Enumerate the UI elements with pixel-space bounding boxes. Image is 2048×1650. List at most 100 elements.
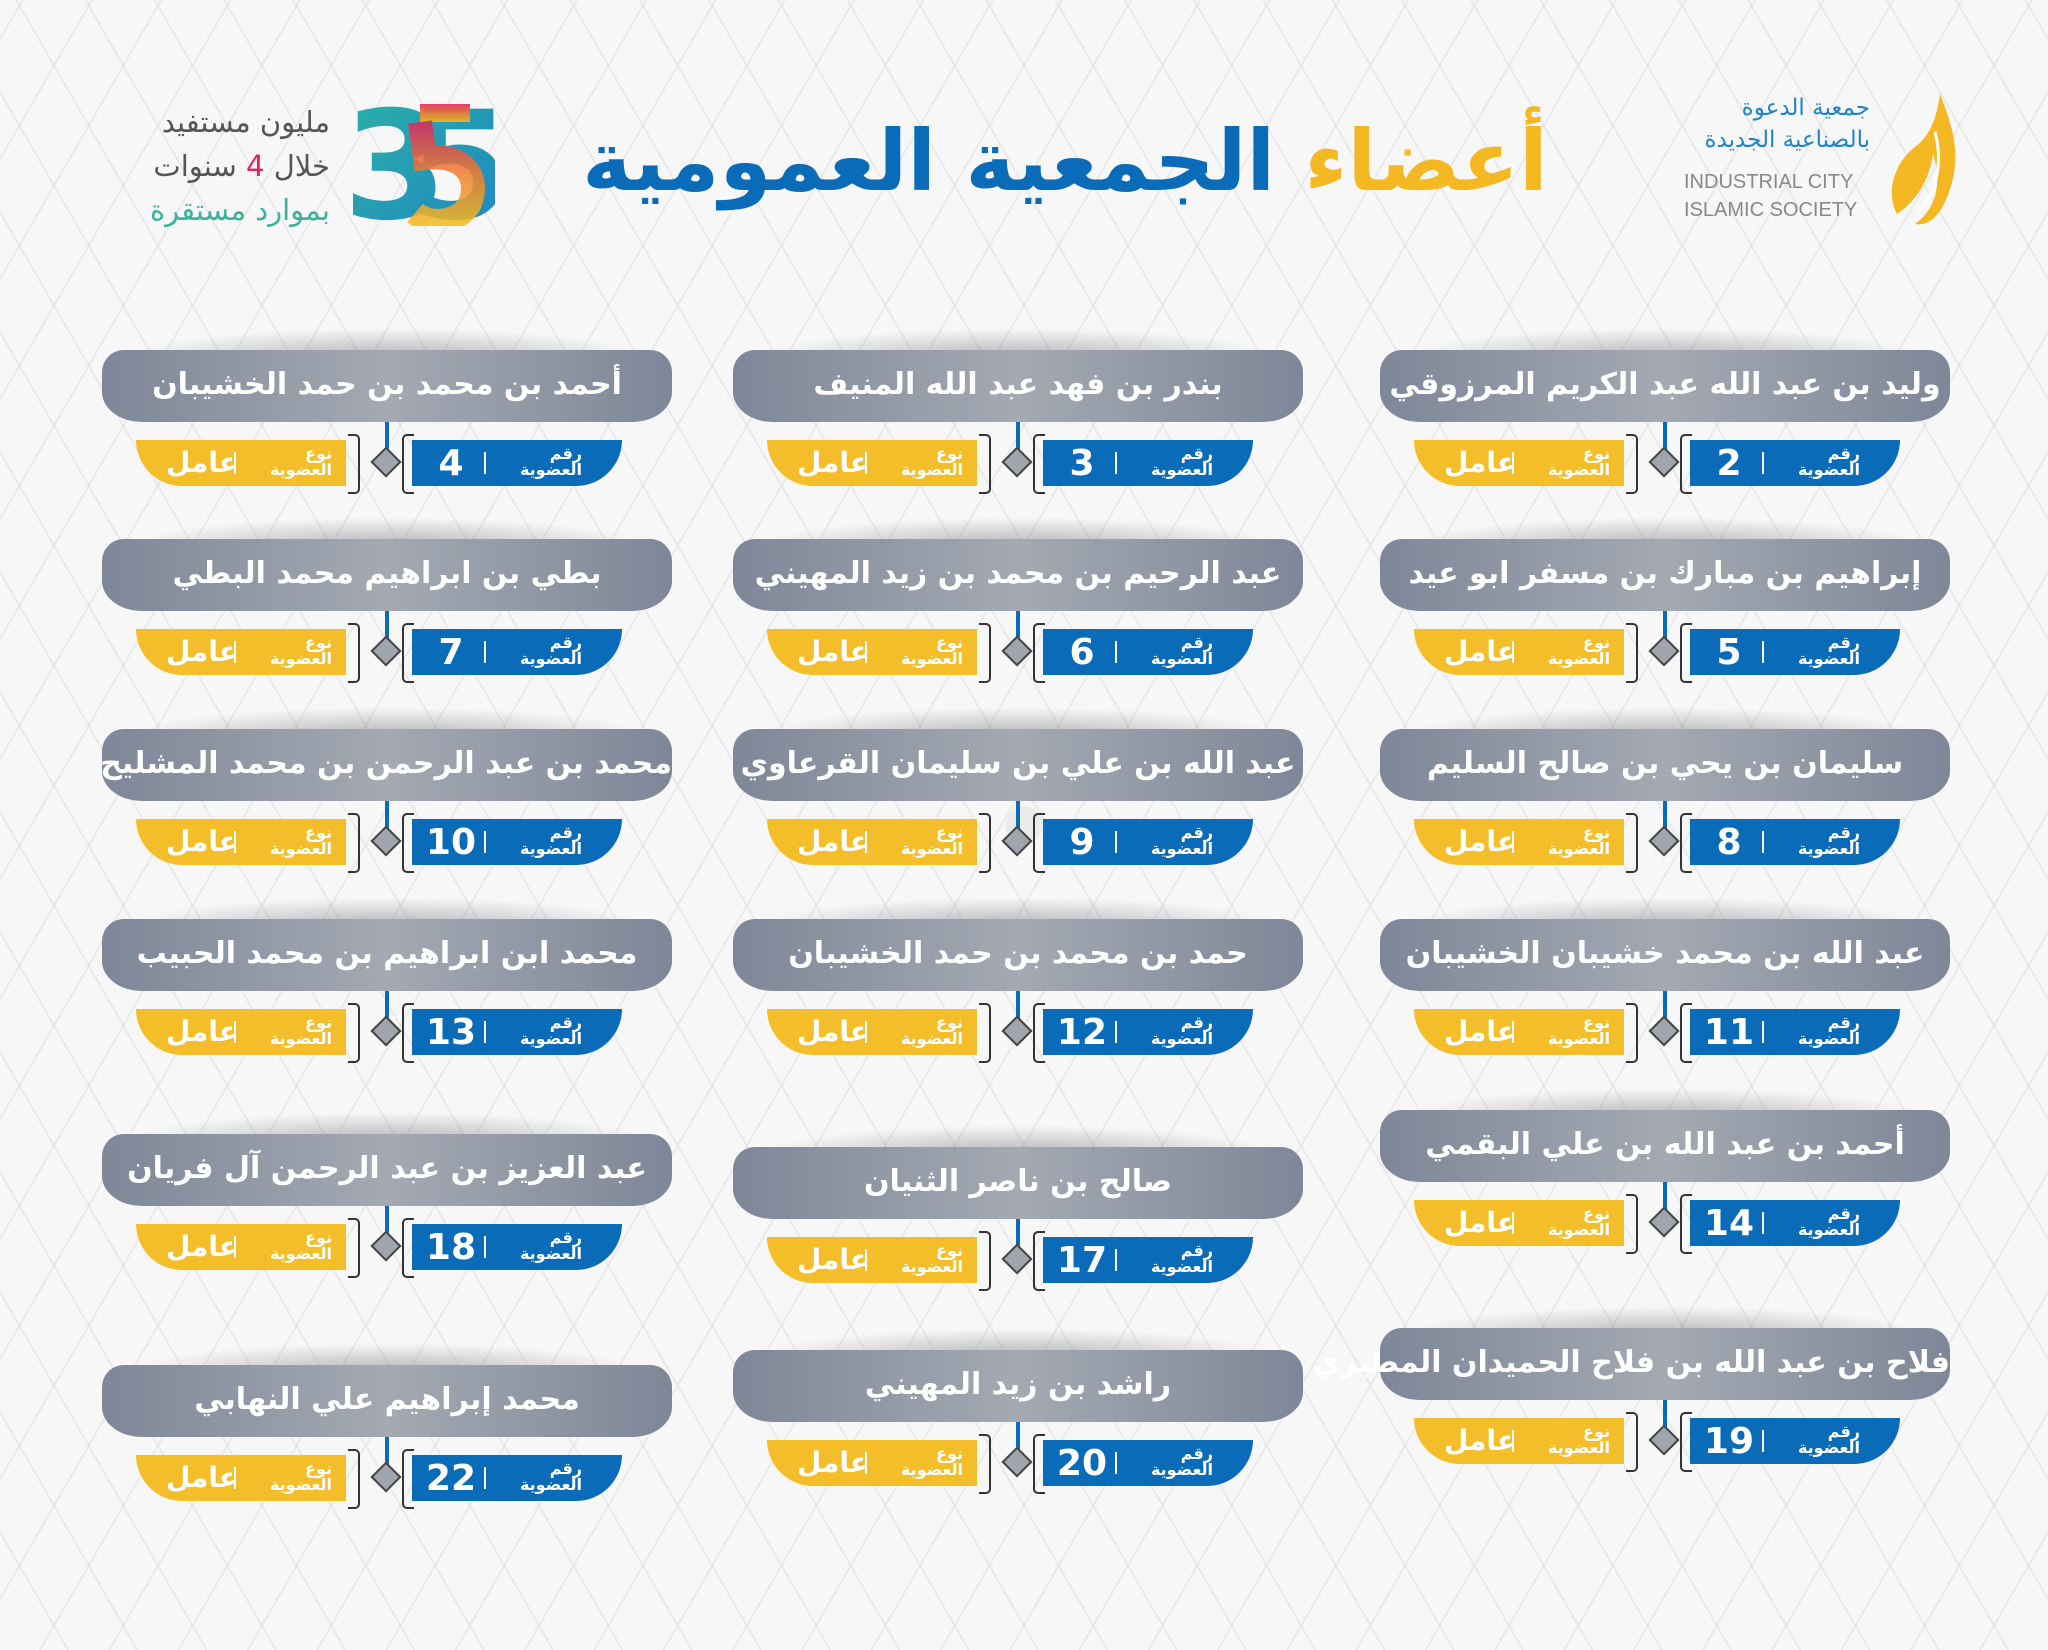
- member-name: عبد العزيز بن عبد الرحمن آل فريان: [102, 1134, 672, 1206]
- membership-type-label: نوع العضوية: [901, 1243, 963, 1275]
- membership-number-label: رقم العضوية: [1151, 1446, 1213, 1478]
- member-card: حمد بن محمد بن حمد الخشيبان رقم العضوية 1…: [733, 897, 1303, 1109]
- membership-type: عامل: [166, 825, 238, 858]
- membership-number-badge: رقم العضوية 7: [412, 629, 622, 675]
- membership-type-label: نوع العضوية: [901, 635, 963, 667]
- label-line: نوع: [936, 823, 963, 842]
- title-highlight: أعضاء: [1304, 112, 1548, 210]
- bracket: [402, 813, 414, 873]
- member-card: أحمد بن عبد الله بن علي البقمي رقم العضوي…: [1380, 1088, 1950, 1300]
- member-card: إبراهيم بن مبارك بن مسفر ابو عيد رقم العض…: [1380, 517, 1950, 729]
- membership-type: عامل: [166, 446, 238, 479]
- bracket: [1033, 1434, 1045, 1494]
- membership-type-label: نوع العضوية: [1548, 825, 1610, 857]
- membership-type: عامل: [166, 1230, 238, 1263]
- membership-type: عامل: [1444, 1424, 1516, 1457]
- label-line: رقم: [1180, 1241, 1213, 1260]
- member-name: محمد بن عبد الرحمن بن محمد المشليح: [100, 729, 672, 801]
- membership-number: 12: [1056, 1012, 1107, 1053]
- org-name-en-2: ISLAMIC SOCIETY: [1684, 199, 1858, 221]
- flame-logo-icon: [1891, 94, 1956, 225]
- membership-number: 2: [1716, 443, 1742, 484]
- label-line: نوع: [1583, 633, 1610, 652]
- label-line: العضوية: [269, 460, 332, 479]
- bracket: [979, 1231, 991, 1291]
- bracket: [979, 1003, 991, 1063]
- member-name: وليد بن عبد الله عبد الكريم المرزوقي: [1380, 350, 1950, 422]
- membership-number: 20: [1056, 1443, 1107, 1484]
- divider: [484, 641, 486, 663]
- member-name: أحمد بن محمد بن حمد الخشيبان: [102, 350, 672, 422]
- diamond-icon: [370, 1230, 402, 1262]
- connector: [1016, 1219, 1020, 1247]
- divider: [1762, 831, 1764, 853]
- label-line: نوع: [936, 1444, 963, 1463]
- membership-number-badge: رقم العضوية 11: [1690, 1009, 1900, 1055]
- divider: [484, 1021, 486, 1043]
- divider: [1115, 831, 1117, 853]
- label-line: العضوية: [1150, 1029, 1213, 1048]
- label-line: نوع: [1583, 1422, 1610, 1441]
- bracket: [1033, 1231, 1045, 1291]
- membership-type-badge: نوع العضوية عامل: [1414, 1009, 1624, 1055]
- bracket: [1626, 813, 1638, 873]
- label-line: العضوية: [1150, 460, 1213, 479]
- divider: [234, 1236, 236, 1258]
- membership-type-badge: نوع العضوية عامل: [767, 819, 977, 865]
- label-line: العضوية: [900, 1460, 963, 1479]
- divider: [1512, 452, 1514, 474]
- membership-number: 14: [1703, 1203, 1754, 1244]
- diamond-icon: [1648, 635, 1680, 667]
- membership-number: 9: [1069, 822, 1095, 863]
- membership-type: عامل: [797, 825, 869, 858]
- label-line: العضوية: [1797, 1220, 1860, 1239]
- bracket: [979, 434, 991, 494]
- slogan-line-3: بموارد مستقرة: [149, 193, 330, 227]
- bracket: [348, 813, 360, 873]
- connector: [1016, 422, 1020, 450]
- divider: [234, 452, 236, 474]
- connector: [1016, 1422, 1020, 1450]
- membership-type-badge: نوع العضوية عامل: [136, 440, 346, 486]
- bracket: [1033, 434, 1045, 494]
- label-line: رقم: [1180, 823, 1213, 842]
- member-name: بندر بن فهد عبد الله المنيف: [733, 350, 1303, 422]
- bracket: [402, 1449, 414, 1509]
- label-line: نوع: [305, 1459, 332, 1478]
- membership-type-badge: نوع العضوية عامل: [767, 440, 977, 486]
- member-card: عبد الله بن محمد خشيبان الخشيبان رقم العض…: [1380, 897, 1950, 1109]
- membership-number: 3: [1069, 443, 1095, 484]
- membership-type: عامل: [797, 1446, 869, 1479]
- label-line: رقم: [549, 633, 582, 652]
- label-line: العضوية: [1547, 1438, 1610, 1457]
- membership-number-badge: رقم العضوية 2: [1690, 440, 1900, 486]
- label-line: العضوية: [1547, 460, 1610, 479]
- membership-number-badge: رقم العضوية 17: [1043, 1237, 1253, 1283]
- bracket: [1680, 1003, 1692, 1063]
- divider: [234, 1021, 236, 1043]
- membership-type-label: نوع العضوية: [901, 825, 963, 857]
- label-line: العضوية: [519, 1029, 582, 1048]
- diamond-icon: [1001, 635, 1033, 667]
- diamond-icon: [1001, 1446, 1033, 1478]
- label-line: العضوية: [1150, 649, 1213, 668]
- membership-number-label: رقم العضوية: [1151, 1015, 1213, 1047]
- member-card: فلاح بن عبد الله بن فلاح الحميدان المطير…: [1312, 1306, 1950, 1518]
- diamond-icon: [1648, 1206, 1680, 1238]
- member-name: سليمان بن يحي بن صالح السليم: [1380, 729, 1950, 801]
- membership-type: عامل: [797, 1015, 869, 1048]
- label-line: نوع: [305, 1228, 332, 1247]
- label-line: رقم: [1827, 633, 1860, 652]
- membership-number: 11: [1703, 1012, 1754, 1053]
- membership-type: عامل: [797, 446, 869, 479]
- membership-type: عامل: [1444, 1206, 1516, 1239]
- membership-number: 13: [425, 1012, 476, 1053]
- membership-number-badge: رقم العضوية 20: [1043, 1440, 1253, 1486]
- membership-type-label: نوع العضوية: [270, 446, 332, 478]
- bracket: [1680, 623, 1692, 683]
- divider: [234, 1467, 236, 1489]
- membership-number: 7: [438, 632, 464, 673]
- label-line: العضوية: [1797, 1438, 1860, 1457]
- membership-type-label: نوع العضوية: [1548, 1015, 1610, 1047]
- diamond-icon: [1001, 446, 1033, 478]
